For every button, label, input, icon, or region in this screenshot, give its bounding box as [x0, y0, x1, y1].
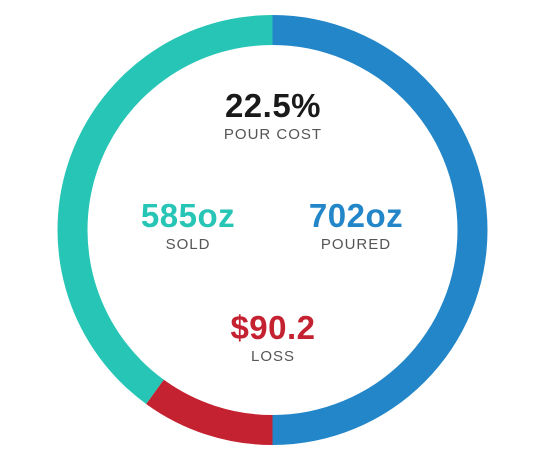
pour-cost-metric: 22.5% POUR COST: [224, 88, 322, 144]
loss-value: $90.2: [230, 310, 315, 346]
sold-label: SOLD: [141, 236, 235, 254]
sold-metric: 585oz SOLD: [141, 198, 235, 254]
donut-slice-loss: [146, 380, 272, 445]
poured-label: POURED: [309, 236, 403, 254]
pour-cost-label: POUR COST: [224, 126, 322, 144]
sold-value: 585oz: [141, 198, 235, 234]
pour-cost-value: 22.5%: [224, 88, 322, 124]
loss-metric: $90.2 LOSS: [230, 310, 315, 366]
poured-value: 702oz: [309, 198, 403, 234]
loss-label: LOSS: [230, 348, 315, 366]
poured-metric: 702oz POURED: [309, 198, 403, 254]
